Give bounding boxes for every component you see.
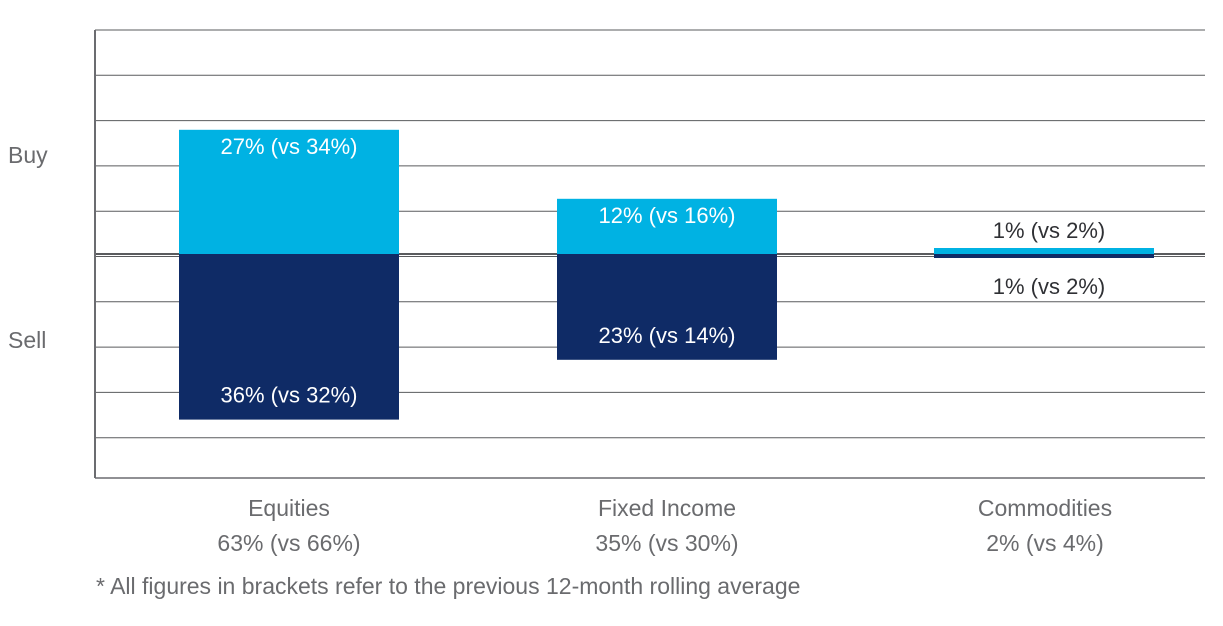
category-label: Fixed Income bbox=[598, 495, 736, 521]
bar-label-buy: 27% (vs 34%) bbox=[221, 134, 358, 159]
y-label-buy: Buy bbox=[8, 142, 48, 168]
bar-buy bbox=[179, 129, 399, 254]
category-total-label: 35% (vs 30%) bbox=[595, 530, 738, 556]
category-label: Equities bbox=[248, 495, 330, 521]
footnote: * All figures in brackets refer to the p… bbox=[96, 573, 801, 599]
bar-sell bbox=[557, 254, 777, 360]
bar-buy bbox=[934, 248, 1154, 254]
bar-label-buy: 1% (vs 2%) bbox=[993, 218, 1105, 243]
buy-sell-bar-chart: Buy Sell 27% (vs 34%) 36% (vs 32%) Equities 6… bbox=[8, 29, 1205, 556]
bar-sell bbox=[934, 254, 1154, 258]
category-label: Commodities bbox=[978, 495, 1112, 521]
y-label-sell: Sell bbox=[8, 327, 46, 353]
bar-label-buy: 12% (vs 16%) bbox=[599, 203, 736, 228]
category-total-label: 2% (vs 4%) bbox=[986, 530, 1104, 556]
bar-label-sell: 1% (vs 2%) bbox=[993, 274, 1105, 299]
bar-label-sell: 23% (vs 14%) bbox=[599, 323, 736, 348]
category-total-label: 63% (vs 66%) bbox=[217, 530, 360, 556]
bar-label-sell: 36% (vs 32%) bbox=[221, 383, 358, 408]
bar-buy bbox=[557, 198, 777, 254]
bar-sell bbox=[179, 254, 399, 420]
